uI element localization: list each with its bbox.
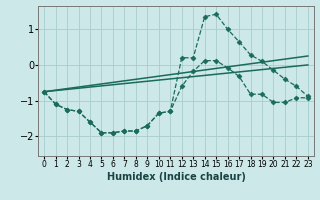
X-axis label: Humidex (Indice chaleur): Humidex (Indice chaleur) (107, 172, 245, 182)
